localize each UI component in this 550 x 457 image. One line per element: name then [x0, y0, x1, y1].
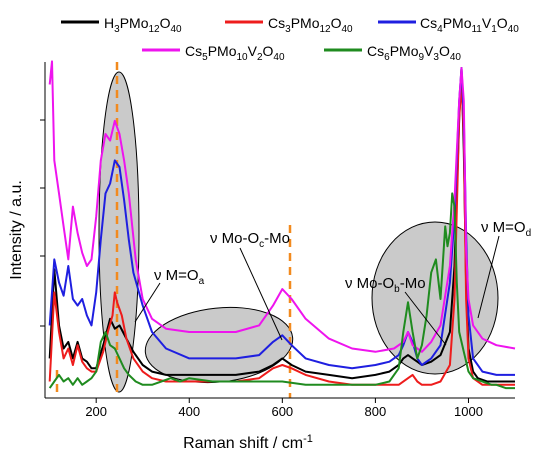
x-tick-label: 200	[85, 404, 107, 419]
legend-label-cs3: Cs3PMo12O40	[268, 15, 353, 35]
series-line-1	[48, 83, 515, 386]
annotation-m-oa: ν M=Oa	[154, 267, 205, 287]
series-layer	[48, 60, 516, 390]
highlight-ellipse-240	[98, 71, 140, 393]
x-tick-label: 1000	[454, 404, 483, 419]
x-tick-label: 400	[178, 404, 200, 419]
x-tick-label: 600	[271, 404, 293, 419]
x-ticks: 200 400 600 800 1000	[85, 398, 483, 419]
y-ticks	[40, 119, 45, 327]
annotations: ν M=Oa ν Mo-Oc-Mo ν Mo-Ob-Mo ν M=Od	[134, 219, 531, 346]
highlight-regions	[98, 71, 499, 393]
highlight-ellipse-high	[371, 221, 499, 375]
legend-label-cs4: Cs4PMo11V1O40	[420, 15, 519, 35]
legend-label-cs5: Cs5PMo10V2O40	[185, 43, 285, 63]
annotation-mo-oc: ν Mo-Oc-Mo	[210, 230, 290, 250]
annotation-m-od: ν M=Od	[481, 219, 531, 239]
series-line-4	[48, 192, 515, 390]
axes	[44, 62, 515, 399]
annotation-arrow-moc	[239, 247, 283, 341]
legend-label-h3pmo12: H3PMo12O40	[104, 15, 182, 35]
highlight-ellipse-mid	[144, 306, 294, 384]
annotation-arrow-ma	[134, 282, 161, 323]
series-line-3	[48, 60, 516, 353]
legend: H3PMo12O40 Cs3PMo12O40 Cs4PMo11V1O40 Cs5…	[61, 15, 519, 63]
x-tick-label: 800	[365, 404, 387, 419]
y-axis-label: Intensity / a.u.	[8, 180, 25, 280]
annotation-arrow-mob	[404, 291, 447, 346]
dashed-markers	[55, 62, 292, 398]
x-axis-label: Raman shift / cm-1	[183, 433, 313, 452]
legend-label-cs6: Cs6PMo9V3O40	[367, 43, 461, 63]
annotation-arrow-md	[477, 235, 500, 319]
annotation-mo-ob: ν Mo-Ob-Mo	[345, 275, 426, 295]
